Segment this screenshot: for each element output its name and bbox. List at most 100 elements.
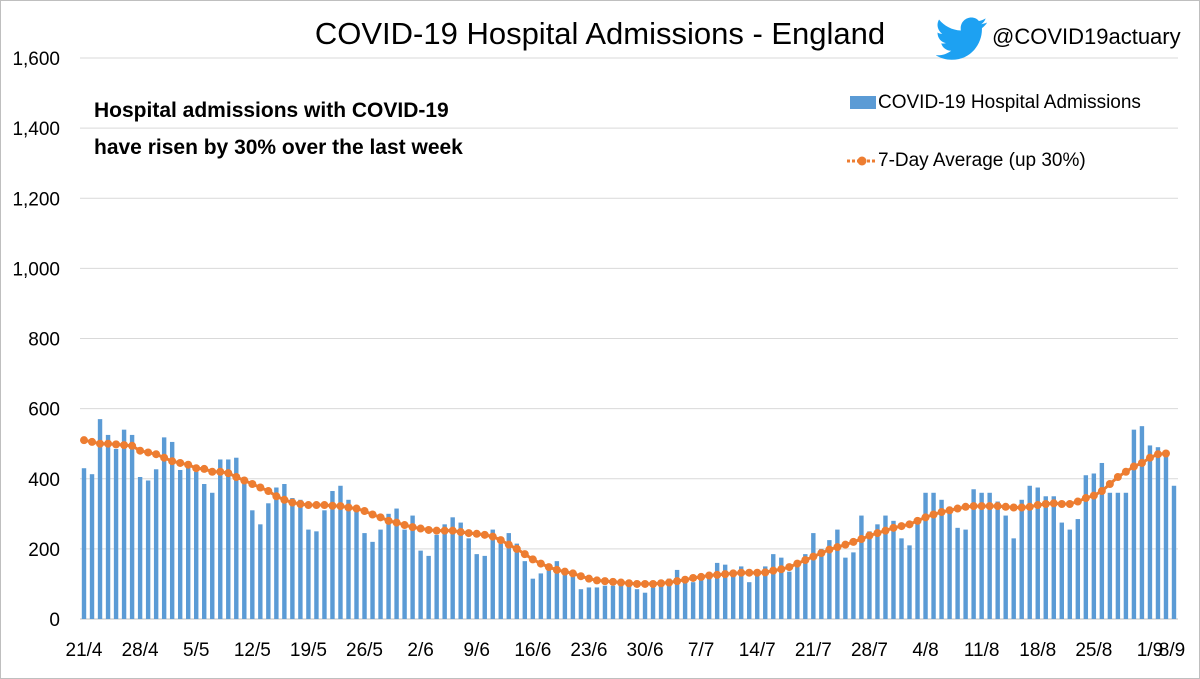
bar — [947, 506, 952, 619]
bar — [1075, 519, 1081, 619]
bar — [234, 457, 239, 619]
average-point — [625, 579, 633, 588]
bar — [730, 571, 736, 619]
bar — [322, 510, 327, 619]
bar — [530, 578, 536, 619]
bar — [298, 499, 303, 619]
bar — [939, 499, 944, 619]
average-point — [416, 524, 425, 533]
average-point — [616, 578, 625, 587]
average-point — [504, 540, 513, 549]
average-point — [200, 464, 209, 473]
bar — [210, 492, 215, 619]
average-point — [520, 550, 529, 559]
bar — [779, 557, 784, 619]
bar — [1067, 529, 1073, 619]
bar — [883, 515, 888, 619]
line-series — [80, 436, 1170, 588]
bar — [658, 585, 664, 619]
bar — [586, 587, 592, 619]
average-point — [320, 501, 329, 510]
average-point — [120, 441, 129, 450]
bar — [1051, 496, 1056, 619]
bar — [642, 592, 648, 619]
average-point — [96, 439, 105, 448]
average-point — [633, 579, 642, 588]
bar — [787, 571, 792, 619]
average-point — [665, 578, 674, 587]
x-tick-label: 11/8 — [964, 640, 1000, 661]
bar — [1099, 462, 1105, 619]
y-tick-label: 1,400 — [12, 119, 60, 140]
bar — [1083, 475, 1089, 619]
bar — [490, 529, 495, 619]
bar — [394, 508, 399, 619]
average-point — [697, 572, 706, 581]
average-point — [1057, 499, 1066, 508]
average-point — [1097, 487, 1106, 496]
average-point — [512, 544, 521, 553]
annotation-line-2: have risen by 30% over the last week — [94, 136, 463, 159]
bar — [266, 503, 271, 619]
y-tick-label: 1,000 — [12, 259, 60, 280]
average-point — [721, 570, 730, 579]
average-point — [929, 510, 938, 519]
bar — [1107, 492, 1113, 619]
bar — [562, 571, 568, 619]
bar — [466, 538, 471, 619]
average-point — [657, 579, 666, 588]
average-point — [1121, 467, 1130, 476]
average-point — [240, 476, 249, 485]
bar — [370, 541, 375, 619]
average-point — [600, 577, 609, 586]
x-tick-label: 26/5 — [346, 640, 383, 661]
average-point — [785, 563, 794, 572]
bar-series — [81, 419, 1177, 619]
bar — [1163, 452, 1169, 619]
bar — [402, 529, 407, 619]
bar — [827, 540, 832, 619]
average-point — [753, 568, 762, 577]
bar — [354, 506, 359, 619]
average-point — [1017, 503, 1026, 512]
bar — [442, 524, 447, 619]
bar — [1027, 485, 1032, 619]
average-point — [304, 501, 313, 510]
average-point — [224, 469, 233, 478]
average-point — [641, 579, 650, 588]
bar — [97, 419, 103, 619]
average-point — [985, 502, 994, 511]
x-tick-label: 28/7 — [851, 640, 888, 661]
average-point — [400, 521, 409, 530]
legend-item-average: 7-Day Average (up 30%) — [846, 150, 1086, 172]
average-point — [112, 440, 121, 449]
bar — [931, 492, 936, 619]
bar — [346, 499, 351, 619]
average-point — [881, 526, 890, 535]
average-point — [873, 529, 882, 538]
average-point — [857, 535, 866, 544]
average-point — [1161, 449, 1170, 458]
average-point — [1129, 462, 1138, 471]
bar — [803, 554, 808, 619]
average-point — [336, 502, 345, 511]
average-point — [576, 572, 585, 581]
average-point — [817, 549, 826, 558]
average-point — [368, 510, 377, 519]
x-tick-label: 9/6 — [464, 640, 490, 661]
average-point — [1033, 501, 1042, 510]
bar — [811, 533, 816, 619]
x-tick-label: 12/5 — [234, 640, 271, 661]
bar — [899, 538, 904, 619]
bar — [338, 485, 343, 619]
average-point — [552, 565, 561, 574]
average-point — [1089, 491, 1098, 500]
y-tick-label: 600 — [28, 400, 60, 421]
average-point — [1105, 480, 1114, 489]
bar — [330, 491, 335, 619]
bar — [410, 515, 415, 619]
average-point — [849, 537, 858, 546]
bar — [1043, 496, 1048, 619]
average-point — [328, 501, 337, 510]
bar — [578, 589, 584, 619]
